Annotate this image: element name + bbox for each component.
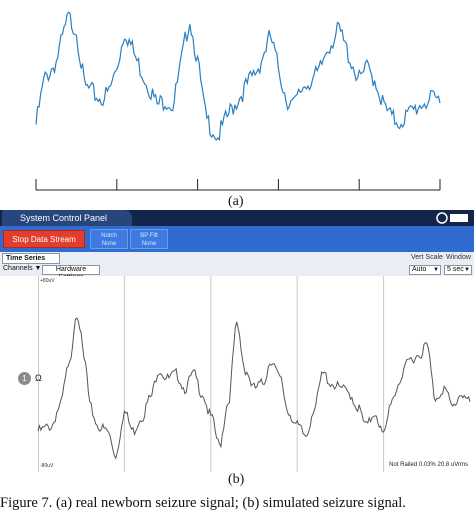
- window-label: Window: [446, 254, 471, 261]
- widget-header: Time Series Channels ▼ Hardware Settings…: [0, 252, 474, 281]
- vert-scale-select[interactable]: Auto ▼: [409, 265, 441, 275]
- figure-caption: Figure 7. (a) real newborn seizure signa…: [0, 495, 406, 511]
- stop-data-stream-button[interactable]: Stop Data Stream: [3, 230, 85, 248]
- panel-a-label: (a): [228, 194, 244, 209]
- simulated-seizure-signal-chart: [37, 276, 471, 472]
- channels-dropdown[interactable]: Channels ▼: [3, 265, 42, 272]
- system-control-panel-label: System Control Panel: [20, 213, 108, 223]
- window-value: 5 sec: [447, 266, 464, 273]
- real-seizure-signal-chart: [35, 11, 441, 191]
- hardware-settings-button[interactable]: Hardware Settings: [42, 265, 100, 281]
- bp-filter-label: BP Filt: [140, 233, 158, 239]
- impedance-ohm-icon[interactable]: Ω: [35, 373, 42, 383]
- vert-scale-label: Vert Scale: [411, 254, 443, 261]
- vert-scale-value: Auto: [412, 266, 427, 273]
- notch-value: None: [101, 241, 117, 247]
- signal-b-line: [37, 317, 471, 460]
- notch-label: Notch: [101, 233, 117, 239]
- signal-a-line: [35, 11, 441, 142]
- window-select[interactable]: 5 sec ▼: [444, 265, 472, 275]
- y-axis-bottom-label: -80uV: [40, 463, 54, 469]
- notch-filter-button[interactable]: Notch None: [90, 229, 128, 249]
- panel-b-label: (b): [228, 472, 245, 487]
- railed-status-text: Not Railed 0.03% 20.8 uVrms: [389, 462, 468, 468]
- time-series-plot-area: 1 Ω +80uV -80uV Not Railed 0.03% 20.8 uV…: [0, 276, 474, 472]
- openbci-gui-window: System Control Panel Stop Data Stream No…: [0, 210, 474, 472]
- bp-filter-value: None: [141, 241, 157, 247]
- chevron-down-icon: ▼: [433, 267, 439, 273]
- channel-strip: 1 Ω: [8, 276, 42, 472]
- system-control-panel-tab[interactable]: System Control Panel: [2, 210, 132, 226]
- y-axis-top-label: +80uV: [40, 278, 55, 284]
- chevron-down-icon: ▼: [464, 267, 470, 273]
- time-series-dropdown[interactable]: Time Series: [2, 253, 60, 264]
- openbci-logo-icon: [436, 212, 468, 224]
- channel-1-toggle[interactable]: 1: [18, 372, 31, 385]
- bp-filter-button[interactable]: BP Filt None: [130, 229, 168, 249]
- title-bar: System Control Panel: [0, 210, 474, 226]
- toolbar: Stop Data Stream Notch None BP Filt None: [0, 226, 474, 252]
